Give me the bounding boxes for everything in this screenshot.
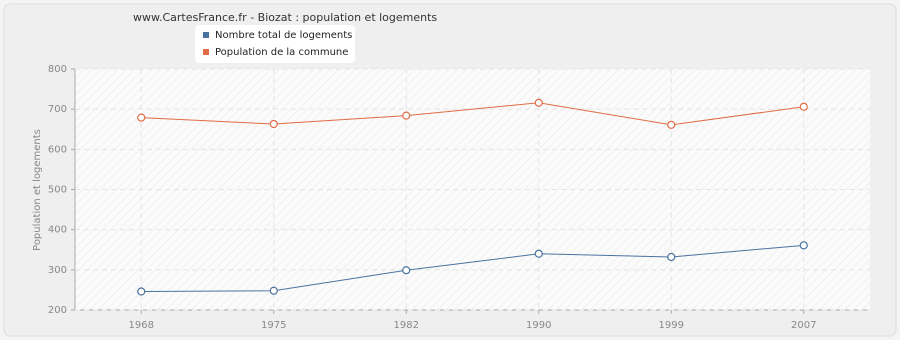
data-point: [137, 287, 146, 296]
y-tick-label: 800: [48, 64, 67, 75]
y-tick-label: 400: [48, 225, 67, 236]
legend-swatch: [203, 49, 209, 55]
data-point: [402, 111, 411, 120]
x-tick-label: 1982: [394, 320, 419, 331]
x-tick-label: 1990: [526, 320, 551, 331]
y-tick-label: 600: [48, 144, 67, 155]
data-point: [269, 119, 278, 129]
legend-swatch: [203, 32, 209, 38]
x-tick-label: 1968: [129, 320, 154, 331]
data-point: [269, 286, 278, 295]
legend-label: Nombre total de logements: [215, 30, 352, 41]
data-point: [534, 98, 543, 107]
y-tick-label: 500: [48, 185, 67, 196]
x-tick-label: 2007: [791, 320, 816, 331]
y-tick-label: 700: [48, 104, 67, 115]
x-tick-label: 1999: [659, 320, 684, 331]
data-point: [534, 249, 543, 258]
legend: [195, 25, 355, 63]
y-tick-label: 200: [48, 305, 67, 316]
x-tick-label: 1975: [261, 320, 286, 331]
legend-label: Population de la commune: [215, 47, 348, 58]
data-point: [137, 113, 146, 122]
data-point: [402, 266, 411, 275]
y-axis-label: Population et logements: [32, 129, 43, 251]
data-point: [799, 102, 808, 111]
data-point: [667, 252, 676, 262]
data-point: [667, 120, 676, 129]
data-point: [799, 241, 808, 250]
chart-title: www.CartesFrance.fr - Biozat : populatio…: [133, 11, 437, 24]
series-line: [141, 244, 804, 293]
y-tick-label: 300: [48, 265, 67, 276]
series-line: [141, 102, 804, 126]
